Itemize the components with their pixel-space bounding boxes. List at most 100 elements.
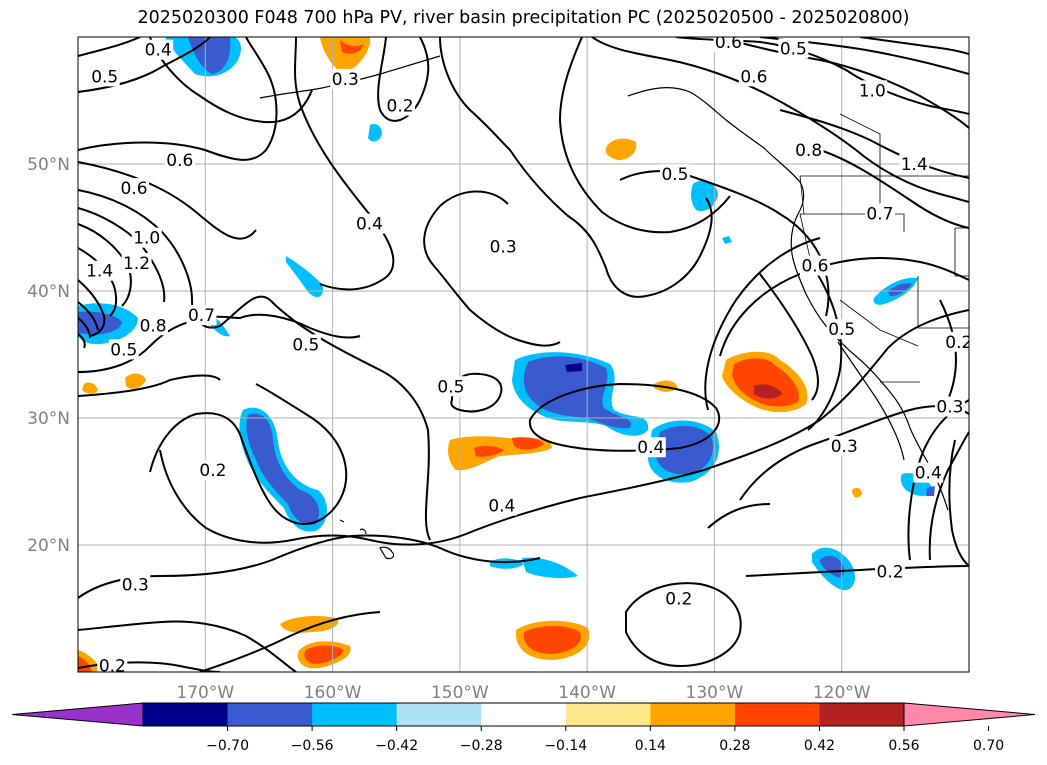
colorbar: −0.70 −0.56 −0.42 −0.28 −0.14 0.14 0.28 0.42 0.5… <box>11 702 1036 754</box>
contour-label: 0.3 <box>936 398 963 418</box>
contour-label-bg <box>197 460 228 481</box>
contour-label: 0.8 <box>795 141 822 161</box>
lon-tick-label: 160°W <box>304 683 362 703</box>
contour-label: 0.3 <box>332 70 359 90</box>
colorbar-tick-label: −0.14 <box>544 738 587 754</box>
colorbar-segment <box>312 703 398 726</box>
lat-tick-label: 20°N <box>27 536 70 556</box>
colorbar-tick-label: 0.70 <box>973 738 1004 754</box>
contour-label-bg <box>943 331 969 352</box>
contour-label-bg <box>713 37 744 53</box>
contour-label-bg <box>875 561 906 582</box>
colorbar-segment <box>481 703 567 726</box>
contour-label: 0.2 <box>387 97 414 117</box>
colorbar-under-triangle <box>11 702 144 727</box>
contour-label-bg <box>97 655 128 672</box>
colorbar-over-triangle <box>903 702 1036 727</box>
contour-label-bg <box>934 396 965 417</box>
contour-label: 0.7 <box>188 306 215 326</box>
colorbar-tick-label: 0.56 <box>888 738 919 754</box>
contour-label: 0.7 <box>866 205 893 225</box>
contour-label: 0.4 <box>356 215 383 235</box>
contour-label: 1.0 <box>133 229 160 249</box>
contour-label-bg <box>354 213 385 234</box>
colorbar-tick-label: 0.14 <box>635 738 666 754</box>
contour-label-bg <box>663 588 694 609</box>
contour-label-bg <box>290 334 321 355</box>
contour-label: 0.6 <box>740 67 767 87</box>
contour-label-bg <box>84 260 115 281</box>
contour-label-bg <box>108 339 139 360</box>
colorbar-segment <box>819 703 905 726</box>
contour-label-bg <box>864 203 895 224</box>
colorbar-segment <box>734 703 820 726</box>
contour-label: 0.4 <box>915 464 942 484</box>
lon-tick-label: 170°W <box>176 683 234 703</box>
contour-label-bg <box>488 236 519 257</box>
contour-label-bg <box>89 66 120 87</box>
contour-label: 0.3 <box>831 437 858 457</box>
colorbar-segment <box>396 703 482 726</box>
contour-label-bg <box>899 154 930 174</box>
contour-label-bg <box>119 178 150 199</box>
colorbar-segment <box>650 703 736 726</box>
lon-tick-label: 150°W <box>431 683 489 703</box>
colorbar-tick-label: −0.70 <box>206 738 249 754</box>
contour-label-bg <box>778 38 809 59</box>
contour-label: 0.3 <box>122 575 149 595</box>
colorbar-segment <box>565 703 651 726</box>
contour-label-bg <box>435 376 466 397</box>
contour-label: 1.2 <box>123 254 150 274</box>
contour-label-bg <box>913 462 944 483</box>
contour-label: 0.2 <box>199 461 226 481</box>
contour-label: 0.6 <box>120 179 147 199</box>
lon-tick-label: 130°W <box>686 683 744 703</box>
map-title: 2025020300 F048 700 hPa PV, river basin … <box>137 8 910 28</box>
contour-label: 0.5 <box>110 340 137 360</box>
contour-label-bg <box>793 140 824 161</box>
contour-label-bg <box>659 164 690 185</box>
contour-label-bg <box>385 95 416 116</box>
lat-tick-label: 40°N <box>27 282 70 302</box>
contour-label-bg <box>635 437 666 458</box>
contour-label-bg <box>131 227 162 248</box>
colorbar-tick-label: −0.56 <box>291 738 334 754</box>
plot-area: 0.4 0.5 0.6 0.6 1.0 1.2 1.4 0.8 0.7 0.5 0.3 0.2 0.4 0… <box>78 37 972 677</box>
lat-tick-label: 30°N <box>27 409 70 429</box>
colorbar-tick-label: −0.42 <box>375 738 418 754</box>
colorbar-segment <box>227 703 313 726</box>
lat-tick-label: 50°N <box>27 155 70 175</box>
contour-label: 0.4 <box>637 438 664 458</box>
lon-tick-label: 140°W <box>558 683 616 703</box>
contour-label: 0.6 <box>801 257 828 277</box>
contour-label-bg <box>138 315 169 336</box>
contour-label: 1.0 <box>859 81 886 101</box>
contour-label-bg <box>486 495 517 516</box>
contour-label: 0.5 <box>91 67 118 87</box>
contour-label-bg <box>857 80 888 101</box>
colorbar-frame <box>142 702 905 727</box>
colorbar-segment <box>143 703 229 726</box>
coastlines <box>259 55 949 560</box>
contour-label: 0.8 <box>140 316 167 336</box>
colorbar-tick-label: −0.28 <box>460 738 503 754</box>
contour-label: 1.4 <box>86 262 113 282</box>
contour-label: 0.2 <box>877 563 904 583</box>
contour-label: 0.5 <box>780 39 807 59</box>
contour-label: 0.5 <box>661 165 688 185</box>
contour-label-bg <box>799 255 830 276</box>
contour-label-bg <box>121 253 152 274</box>
contour-label-bg <box>826 319 857 340</box>
contour-labels: 0.4 0.5 0.6 0.6 1.0 1.2 1.4 0.8 0.7 0.5 0.3 0.2 0.4 0… <box>84 37 972 677</box>
contour-label-bg <box>164 150 195 171</box>
contour-label-bg <box>829 435 860 456</box>
lon-tick-label: 120°W <box>813 683 871 703</box>
colorbar-tick-label: 0.42 <box>804 738 835 754</box>
contour-label-bg <box>738 66 769 87</box>
contour-label: 0.5 <box>292 335 319 355</box>
contour-label-bg <box>120 574 151 595</box>
contour-label: 0.2 <box>945 333 972 353</box>
contour-label: 0.2 <box>99 657 126 677</box>
contour-label: 0.2 <box>665 589 692 609</box>
contour-label-bg <box>186 305 217 326</box>
